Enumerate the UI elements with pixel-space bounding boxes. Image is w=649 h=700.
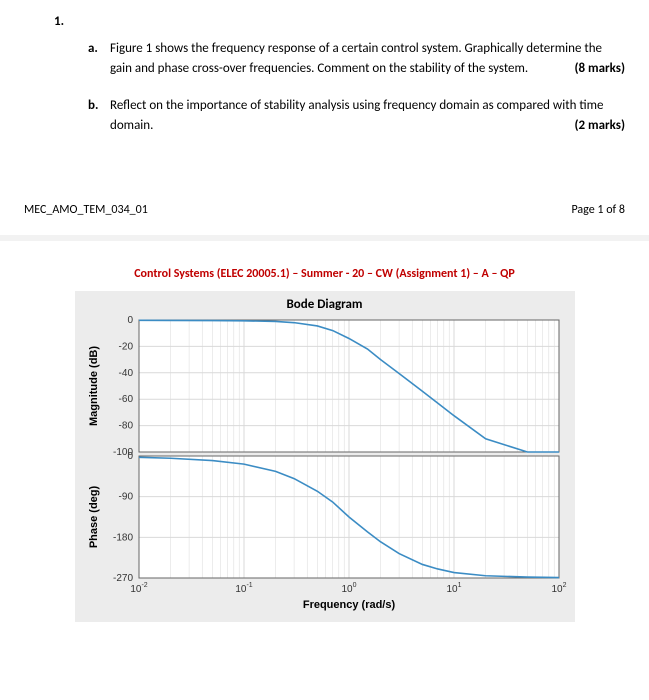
bode-svg: 0-20-40-60-80-100Magnitude (dB)0-90-180-… — [81, 316, 569, 612]
svg-text:-270: -270 — [112, 573, 132, 584]
svg-text:Magnitude (dB): Magnitude (dB) — [88, 346, 100, 426]
svg-text:102: 102 — [551, 582, 566, 595]
doc-code: MEC_AMO_TEM_034_01 — [24, 203, 148, 217]
marks: (2 marks) — [574, 116, 625, 136]
svg-text:100: 100 — [341, 582, 356, 595]
page-number: Page 1 of 8 — [571, 203, 625, 217]
svg-text:10-1: 10-1 — [235, 582, 252, 595]
question-number: 1. — [54, 14, 625, 29]
sub-question: b.Reflect on the importance of stability… — [88, 96, 625, 135]
svg-text:10-2: 10-2 — [130, 582, 147, 595]
sub-text: Figure 1 shows the frequency response of… — [110, 39, 625, 78]
svg-text:101: 101 — [446, 582, 461, 595]
svg-text:-180: -180 — [112, 532, 132, 543]
svg-text:-20: -20 — [118, 341, 133, 352]
svg-text:Phase (deg): Phase (deg) — [88, 485, 100, 548]
course-header: Control Systems (ELEC 20005.1) – Summer … — [24, 267, 625, 281]
svg-text:-60: -60 — [118, 394, 133, 405]
marks: (8 marks) — [574, 59, 625, 79]
chart-title: Bode Diagram — [81, 297, 569, 312]
svg-text:-90: -90 — [118, 492, 133, 503]
svg-text:0: 0 — [127, 316, 133, 326]
svg-text:-80: -80 — [118, 421, 133, 432]
question-block: 1. a.Figure 1 shows the frequency respon… — [24, 14, 625, 135]
bode-chart: Bode Diagram 0-20-40-60-80-100Magnitude … — [75, 291, 575, 622]
svg-text:-40: -40 — [118, 368, 133, 379]
sub-question: a.Figure 1 shows the frequency response … — [88, 39, 625, 78]
svg-text:0: 0 — [127, 451, 133, 462]
sub-letter: b. — [88, 96, 110, 135]
sub-text: Reflect on the importance of stability a… — [110, 96, 625, 135]
question-section: 1. a.Figure 1 shows the frequency respon… — [0, 0, 649, 235]
figure-section: Control Systems (ELEC 20005.1) – Summer … — [0, 241, 649, 640]
sub-letter: a. — [88, 39, 110, 78]
svg-text:Frequency (rad/s): Frequency (rad/s) — [302, 599, 395, 611]
page-footer: MEC_AMO_TEM_034_01 Page 1 of 8 — [24, 203, 625, 217]
